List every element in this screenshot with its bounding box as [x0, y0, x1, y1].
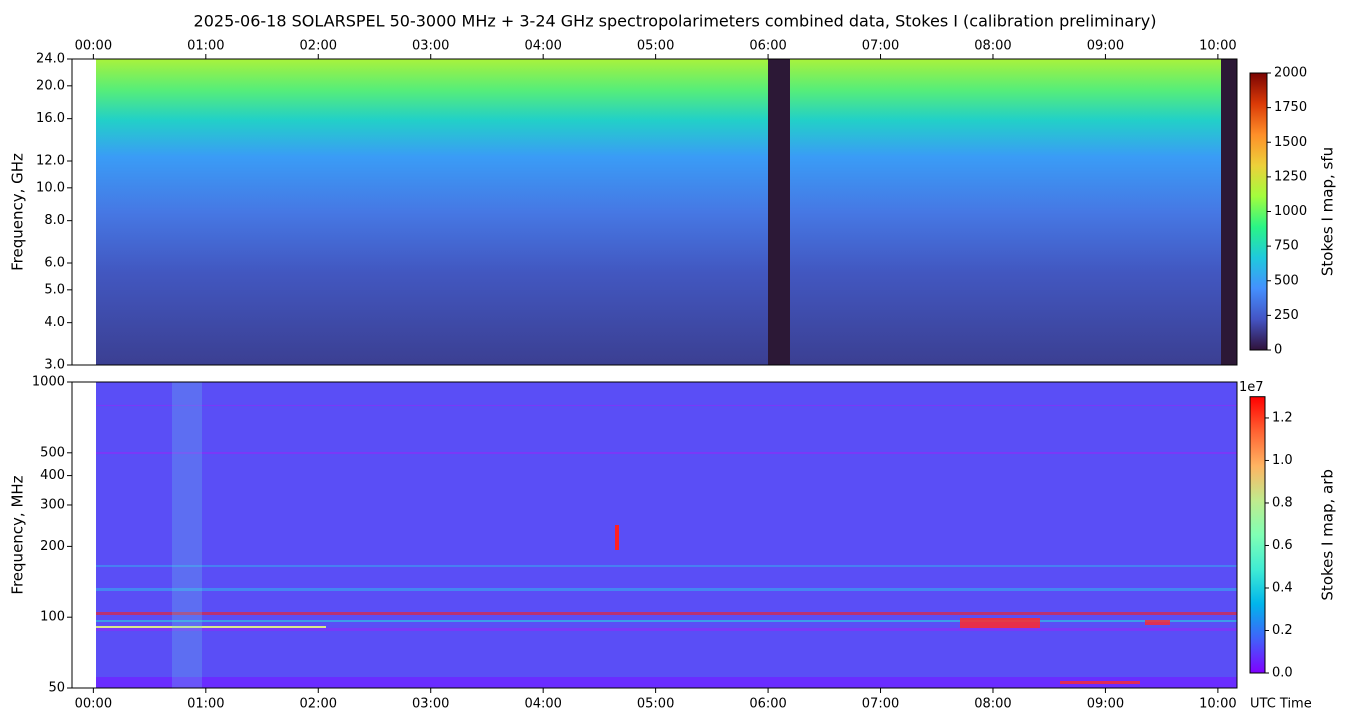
x-tick-label: 10:00 [1199, 697, 1236, 712]
y-tick-label: 400 [40, 468, 65, 483]
colorbar [1249, 72, 1268, 351]
x-tick-label: 01:00 [187, 39, 224, 54]
figure-title: 2025-06-18 SOLARSPEL 50-3000 MHz + 3-24 … [194, 12, 1157, 31]
y-axis-label: Frequency, MHz [9, 475, 27, 594]
y-tick-label: 6.0 [44, 256, 65, 271]
colorbar-tick-label: 1500 [1274, 135, 1307, 150]
y-tick-label: 1000 [32, 375, 65, 390]
y-tick-label: 4.0 [44, 315, 65, 330]
y-tick-label: 16.0 [36, 111, 65, 126]
colorbar-tick-label: 0.4 [1272, 580, 1293, 595]
colorbar-tick-label: 1750 [1274, 100, 1307, 115]
colorbar-tick-label: 1.2 [1272, 410, 1293, 425]
x-tick-label: 08:00 [974, 39, 1011, 54]
colorbar-tick-label: 0.6 [1272, 538, 1293, 553]
axes-frame [71, 58, 1238, 366]
x-tick-label: 05:00 [637, 697, 674, 712]
colorbar-tick-label: 500 [1274, 273, 1299, 288]
colorbar-tick-label: 0.8 [1272, 495, 1293, 510]
x-tick-label: 03:00 [412, 39, 449, 54]
x-tick-label: 10:00 [1199, 39, 1236, 54]
y-tick-label: 300 [40, 497, 65, 512]
x-tick-label: 00:00 [75, 39, 112, 54]
colorbar-tick-label: 1250 [1274, 169, 1307, 184]
x-tick-label: 02:00 [300, 697, 337, 712]
axes-frame [71, 381, 1238, 689]
y-tick-label: 10.0 [36, 180, 65, 195]
x-tick-label: 04:00 [524, 39, 561, 54]
x-tick-label: 09:00 [1087, 39, 1124, 54]
x-tick-label: 03:00 [412, 697, 449, 712]
y-tick-label: 12.0 [36, 154, 65, 169]
y-tick-label: 5.0 [44, 282, 65, 297]
colorbar-offset: 1e7 [1239, 380, 1264, 395]
x-tick-label: 06:00 [749, 697, 786, 712]
x-tick-label: 05:00 [637, 39, 674, 54]
y-tick-label: 20.0 [36, 78, 65, 93]
x-tick-label: 01:00 [187, 697, 224, 712]
x-tick-label: 08:00 [974, 697, 1011, 712]
colorbar-tick-label: 750 [1274, 239, 1299, 254]
y-tick-label: 50 [48, 681, 65, 696]
colorbar-tick-label: 2000 [1274, 66, 1307, 81]
x-tick-label: 00:00 [75, 697, 112, 712]
y-axis-label: Frequency, GHz [9, 153, 27, 271]
y-tick-label: 24.0 [36, 52, 65, 67]
x-axis-label: UTC Time [1250, 697, 1312, 712]
spectrogram-image [96, 59, 1237, 688]
y-tick-label: 200 [40, 539, 65, 554]
colorbar-tick-label: 0 [1274, 343, 1282, 358]
x-tick-label: 07:00 [862, 697, 899, 712]
colorbar-tick-label: 1.0 [1272, 453, 1293, 468]
x-tick-label: 06:00 [749, 39, 786, 54]
y-tick-label: 3.0 [44, 358, 65, 373]
colorbar-tick-label: 250 [1274, 308, 1299, 323]
y-tick-label: 100 [40, 610, 65, 625]
x-tick-label: 02:00 [300, 39, 337, 54]
colorbar-label: Stokes I map, arb [1319, 469, 1337, 600]
x-tick-label: 04:00 [524, 697, 561, 712]
y-tick-label: 500 [40, 445, 65, 460]
colorbar-label: Stokes I map, sfu [1319, 147, 1337, 276]
colorbar-tick-label: 0.2 [1272, 623, 1293, 638]
colorbar-tick-label: 1000 [1274, 204, 1307, 219]
x-tick-label: 09:00 [1087, 697, 1124, 712]
colorbar-tick-label: 0.0 [1272, 666, 1293, 681]
colorbar [1249, 396, 1266, 674]
y-tick-label: 8.0 [44, 213, 65, 228]
x-tick-label: 07:00 [862, 39, 899, 54]
